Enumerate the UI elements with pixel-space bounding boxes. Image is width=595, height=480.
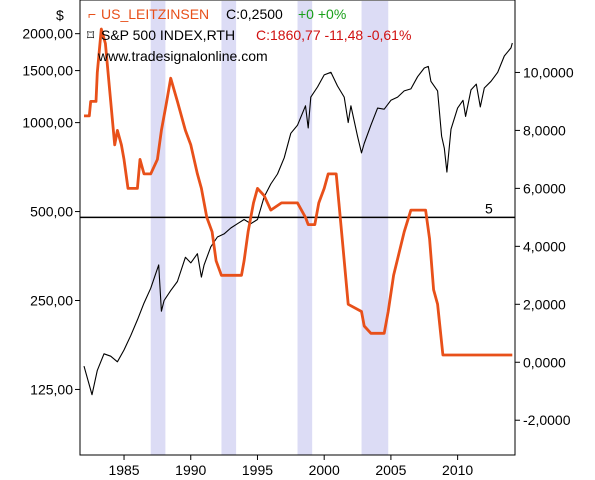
watermark: www.tradesignalonline.com [97,48,268,64]
series-layer [83,27,513,396]
legend-entry-sp500: ⌑ S&P 500 INDEX,RTH C:1860,77 -11,48 -0,… [87,27,411,43]
reference-line-group: 5 [80,200,515,219]
legend-change-fed-rate: +0 +0% [298,6,346,22]
right-tick-label: 4,0000 [523,238,566,254]
x-tick-label: 1985 [108,462,139,478]
series-line-sp500 [83,42,513,396]
left-axis: 125,00 250,00 500,00 1000,00 1500,00 2000,00 [22,26,80,397]
right-axis: -2,0000 0,0000 2,0000 4,0000 6,0000 8,0000 10,… [515,64,574,428]
legend-name-fed-rate: US_LEITZINSEN [101,6,209,22]
recession-band-1 [221,1,237,455]
reference-line-label: 5 [485,200,493,216]
right-tick-label: 8,0000 [523,122,566,138]
legend: ⌐ US_LEITZINSEN C:0,2500 +0 +0% ⌑ S&P 50… [87,6,411,43]
right-tick-label: 6,0000 [523,180,566,196]
legend-name-sp500: S&P 500 INDEX,RTH [101,27,235,43]
recession-bands [150,1,389,455]
legend-quote-sp500: C:1860,77 -11,48 -0,61% [256,27,411,43]
left-tick-label: 1000,00 [22,115,73,131]
left-tick-label: 500,00 [30,204,73,220]
recession-band-0 [150,1,166,455]
plot-frame [79,0,516,456]
recession-band-2 [297,1,313,455]
right-tick-label: 10,0000 [523,64,574,80]
x-tick-label: 1990 [175,462,206,478]
plot-area [79,0,516,456]
right-tick-label: 0,0000 [523,354,566,370]
x-tick-label: 2005 [375,462,406,478]
left-tick-label: 2000,00 [22,26,73,42]
x-tick-label: 2010 [442,462,473,478]
legend-marker-fed-rate: ⌐ [88,6,96,22]
legend-entry-fed-rate: ⌐ US_LEITZINSEN C:0,2500 +0 +0% [88,6,346,22]
recession-band-3 [361,1,389,455]
right-tick-label: -2,0000 [523,412,571,428]
currency-label: $ [56,7,64,23]
legend-marker-sp500: ⌑ [87,27,95,43]
series-line-fed-rate [84,27,513,357]
right-tick-label: 2,0000 [523,296,566,312]
x-axis: 1985 1990 1995 2000 2005 2010 [108,455,473,478]
left-tick-label: 125,00 [30,381,73,397]
left-tick-label: 250,00 [30,293,73,309]
legend-quote-fed-rate: C:0,2500 [226,6,283,22]
left-tick-label: 1500,00 [22,63,73,79]
x-tick-label: 1995 [242,462,273,478]
x-tick-label: 2000 [309,462,340,478]
